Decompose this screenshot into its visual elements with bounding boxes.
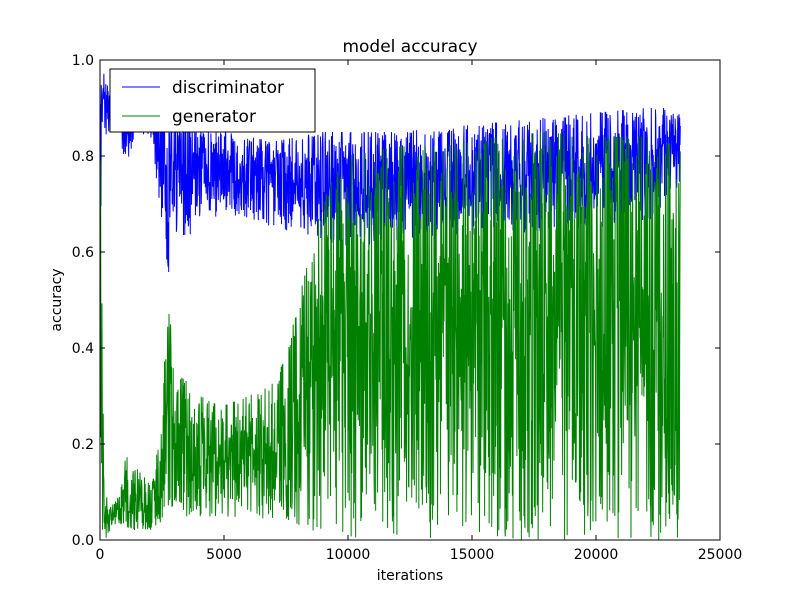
y-tick-label: 0.6: [72, 245, 94, 261]
y-tick-label: 0.2: [72, 437, 94, 453]
legend: discriminator generator: [109, 68, 316, 133]
x-tick-label: 15000: [450, 547, 495, 563]
x-tick-label: 0: [96, 547, 105, 563]
series-line-discriminator: [100, 73, 681, 296]
y-axis-title: accuracy: [49, 268, 65, 331]
legend-label-discriminator: discriminator: [172, 78, 284, 98]
y-tick-label: 1.0: [72, 53, 94, 69]
chart-title: model accuracy: [342, 37, 477, 57]
legend-label-generator: generator: [172, 107, 256, 127]
x-axis-title: iterations: [377, 568, 443, 584]
plot-frame: [99, 59, 721, 541]
x-tick-label: 5000: [206, 547, 242, 563]
y-tick-label: 0.0: [72, 533, 94, 549]
x-tick-label: 20000: [574, 547, 619, 563]
axis-ticks: 0 5000 10000 15000 20000 25000 0.0 0.2 0.4 0.6 0.8…: [72, 53, 743, 563]
y-tick-label: 0.4: [72, 341, 94, 357]
plot-area: [100, 64, 681, 540]
legend-box: [109, 68, 316, 133]
series-line-generator: [100, 64, 681, 540]
x-tick-label: 10000: [326, 547, 371, 563]
y-tick-label: 0.8: [72, 149, 94, 165]
x-tick-label: 25000: [698, 547, 743, 563]
